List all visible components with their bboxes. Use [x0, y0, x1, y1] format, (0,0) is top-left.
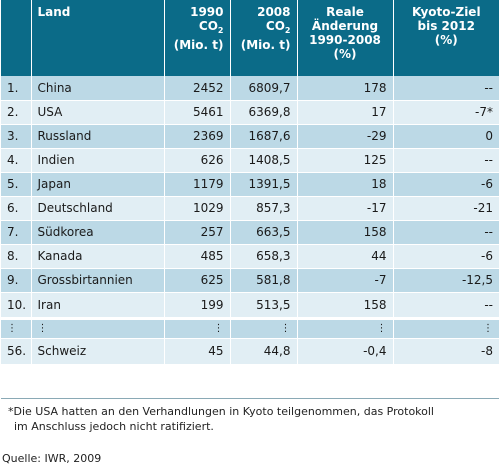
co2-1990-cell: 1029 [164, 196, 231, 221]
header-rank [1, 0, 32, 76]
co2-1990-cell: 5461 [164, 100, 231, 125]
table-row: 6. Deutschland 1029 857,3 -17 -21 [1, 196, 499, 221]
table-row: 9. Grossbirtannien 625 581,8 -7 -12,5 [1, 268, 499, 293]
footnote: *Die USA hatten an den Verhandlungen in … [8, 404, 493, 434]
change-cell: 158 [297, 220, 394, 245]
rank-cell: 2. [1, 100, 32, 125]
ellipsis-cell: ⋮ [230, 318, 298, 339]
table-row: 2. USA 5461 6369,8 17 -7* [1, 100, 499, 125]
kyoto-cell: 0 [393, 124, 499, 149]
co2-2008-cell: 857,3 [230, 196, 298, 221]
change-cell: -29 [297, 124, 394, 149]
co2-2008-cell: 581,8 [230, 268, 298, 293]
header-2008: 2008 CO2 (Mio. t) [230, 0, 298, 76]
country-cell: Japan [31, 172, 165, 197]
rank-cell: 6. [1, 196, 32, 221]
co2-2008-cell: 663,5 [230, 220, 298, 245]
kyoto-cell: -- [393, 148, 499, 173]
divider [1, 398, 499, 399]
rank-cell: 5. [1, 172, 32, 197]
co2-2008-cell: 6809,7 [230, 76, 298, 101]
co2-1990-cell: 2369 [164, 124, 231, 149]
co2-1990-cell: 199 [164, 292, 231, 320]
kyoto-cell: -7* [393, 100, 499, 125]
rank-cell: 9. [1, 268, 32, 293]
kyoto-cell: -- [393, 76, 499, 101]
country-cell: USA [31, 100, 165, 125]
country-cell: Indien [31, 148, 165, 173]
co2-2008-cell: 44,8 [230, 338, 298, 365]
source-note: Quelle: IWR, 2009 [2, 452, 102, 465]
co2-1990-cell: 625 [164, 268, 231, 293]
emissions-table: Land 1990 CO2 (Mio. t) 2008 CO2 (Mio. t)… [1, 0, 499, 365]
co2-2008-cell: 1687,6 [230, 124, 298, 149]
rank-cell: 10. [1, 292, 32, 320]
rank-cell: 7. [1, 220, 32, 245]
country-cell: Deutschland [31, 196, 165, 221]
table-row: 4. Indien 626 1408,5 125 -- [1, 148, 499, 173]
table-row: 7. Südkorea 257 663,5 158 -- [1, 220, 499, 245]
ellipsis-cell: ⋮ [297, 318, 394, 339]
country-cell: Südkorea [31, 220, 165, 245]
country-cell: Russland [31, 124, 165, 149]
header-change: Reale Änderung 1990-2008 (%) [297, 0, 394, 76]
co2-2008-cell: 1391,5 [230, 172, 298, 197]
co2-2008-cell: 513,5 [230, 292, 298, 320]
table-row: 10. Iran 199 513,5 158 -- [1, 292, 499, 320]
country-cell: Grossbirtannien [31, 268, 165, 293]
rank-cell: 3. [1, 124, 32, 149]
ellipsis-cell: ⋮ [31, 318, 165, 339]
change-cell: 17 [297, 100, 394, 125]
table-row: 3. Russland 2369 1687,6 -29 0 [1, 124, 499, 149]
change-cell: 178 [297, 76, 394, 101]
co2-1990-cell: 485 [164, 244, 231, 269]
co2-1990-cell: 626 [164, 148, 231, 173]
kyoto-cell: -- [393, 220, 499, 245]
header-kyoto: Kyoto-Ziel bis 2012 (%) [393, 0, 499, 76]
co2-1990-cell: 1179 [164, 172, 231, 197]
change-cell: -0,4 [297, 338, 394, 365]
kyoto-cell: -- [393, 292, 499, 320]
ellipsis-cell: ⋮ [1, 318, 32, 339]
country-cell: China [31, 76, 165, 101]
footnote-line: *Die USA hatten an den Verhandlungen in … [8, 405, 434, 418]
co2-2008-cell: 658,3 [230, 244, 298, 269]
change-cell: -7 [297, 268, 394, 293]
ellipsis-cell: ⋮ [164, 318, 231, 339]
rank-cell: 8. [1, 244, 32, 269]
table-row: 1. China 2452 6809,7 178 -- [1, 76, 499, 101]
kyoto-cell: -6 [393, 244, 499, 269]
ellipsis-row: ⋮ ⋮ ⋮ ⋮ ⋮ ⋮ [1, 318, 499, 339]
rank-cell: 1. [1, 76, 32, 101]
header-land: Land [31, 0, 165, 76]
change-cell: 158 [297, 292, 394, 320]
country-cell: Kanada [31, 244, 165, 269]
co2-1990-cell: 257 [164, 220, 231, 245]
rank-cell: 4. [1, 148, 32, 173]
co2-1990-cell: 45 [164, 338, 231, 365]
footnote-line: im Anschluss jedoch nicht ratifiziert. [14, 420, 214, 433]
header-1990: 1990 CO2 (Mio. t) [164, 0, 231, 76]
table-row: 8. Kanada 485 658,3 44 -6 [1, 244, 499, 269]
co2-2008-cell: 6369,8 [230, 100, 298, 125]
rank-cell: 56. [1, 338, 32, 365]
co2-2008-cell: 1408,5 [230, 148, 298, 173]
kyoto-cell: -8 [393, 338, 499, 365]
table-header: Land 1990 CO2 (Mio. t) 2008 CO2 (Mio. t)… [1, 0, 499, 76]
change-cell: 44 [297, 244, 394, 269]
change-cell: 125 [297, 148, 394, 173]
table-row: 5. Japan 1179 1391,5 18 -6 [1, 172, 499, 197]
change-cell: -17 [297, 196, 394, 221]
kyoto-cell: -12,5 [393, 268, 499, 293]
kyoto-cell: -21 [393, 196, 499, 221]
ellipsis-cell: ⋮ [393, 318, 499, 339]
change-cell: 18 [297, 172, 394, 197]
table-row: 56. Schweiz 45 44,8 -0,4 -8 [1, 338, 499, 365]
co2-1990-cell: 2452 [164, 76, 231, 101]
country-cell: Iran [31, 292, 165, 320]
country-cell: Schweiz [31, 338, 165, 365]
kyoto-cell: -6 [393, 172, 499, 197]
